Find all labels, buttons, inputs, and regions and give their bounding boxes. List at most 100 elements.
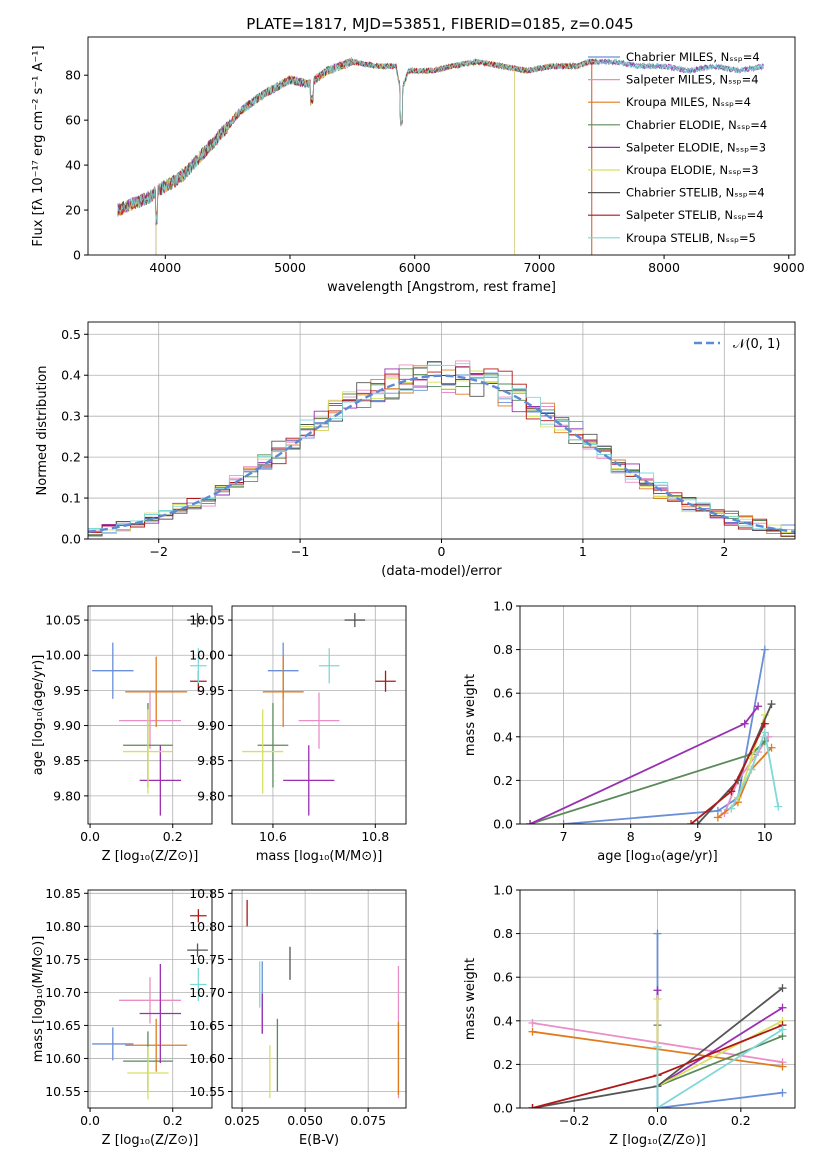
y-tick-label: 0.8 [493,642,513,657]
spectrum-line [117,57,765,255]
axes-frame [87,605,213,825]
legend-label: Salpeter MILES, Nₛₛₚ=4 [626,73,759,87]
y-tick-label: 10.75 [45,952,81,967]
x-tick-label: 0.025 [224,1113,260,1128]
y-tick-label: 10.85 [189,886,225,901]
legend-label: 𝒩(0, 1) [733,337,780,352]
x-tick-label: 4000 [149,260,181,275]
spectrum-line [117,58,596,255]
x-tick-label: 8 [627,829,635,844]
weight-line [730,728,780,810]
x-tick-label: 10 [757,829,773,844]
y-tick-label: 60 [65,113,81,128]
residuals-marks [88,360,795,538]
x-tick-label: −2 [149,544,167,559]
y-tick-label: 10.80 [45,919,81,934]
y-tick-label: 10.55 [45,1084,81,1099]
y-tick-label: 1.0 [493,883,513,898]
y-tick-label: 0.6 [493,686,513,701]
weight-line [656,1028,783,1108]
x-tick-label: 7000 [523,260,555,275]
mass_vs_ebv-marks [246,899,400,1099]
y-tick-label: 10.65 [189,1018,225,1033]
y-tick-label: 9.85 [53,753,81,768]
mass_vs_ebv-panel: 0.025 0.050 0.075 10.55 10.60 10.65 10.70 10.75… [189,886,407,1148]
x-tick-label: 5000 [274,260,306,275]
x-axis-label: (data-model)/error [381,564,502,579]
x-tick-label: 0.0 [648,1113,668,1128]
y-tick-label: 9.80 [197,788,225,803]
age_vs_Z-panel: 0.0 0.2 9.80 9.85 9.90 9.95 10.00 10.05 Z [log₁₀… [31,605,213,864]
age_vs_mass-marks [242,613,396,816]
mass_vs_Z-panel: 0.0 0.2 10.55 10.60 10.65 10.70 10.75 10.80 10.8… [31,886,213,1148]
y-tick-label: 0.4 [493,1013,513,1028]
spectrum-line [117,58,596,255]
y-tick-label: 10.00 [189,648,225,663]
weight_vs_age-marks [526,645,783,824]
weight-line [697,703,773,824]
axes-frame [87,36,796,256]
x-tick-label: 1 [579,544,587,559]
spectrum-marks [117,56,765,255]
residuals-panel: −2 −1 0 1 2 0.0 0.1 0.2 0.3 0.4 0.5 (data-model)/er… [35,321,796,579]
x-axis-label: mass [log₁₀(M/M⊙)] [256,849,383,864]
x-axis-label: Z [log₁₀(Z/Z⊙)] [609,1133,706,1148]
legend-label: Kroupa ELODIE, Nₛₛₚ=3 [626,163,759,177]
x-tick-label: 0.2 [163,1113,183,1128]
legend-label: Salpeter STELIB, Nₛₛₚ=4 [626,208,764,222]
y-tick-label: 0.3 [61,409,81,424]
legend-label: Chabrier MILES, Nₛₛₚ=4 [626,50,760,64]
figure-title: PLATE=1817, MJD=53851, FIBERID=0185, z=0… [246,15,633,33]
y-tick-label: 0.1 [61,491,81,506]
x-axis-label: Z [log₁₀(Z/Z⊙)] [102,1133,199,1148]
legend-label: Kroupa STELIB, Nₛₛₚ=5 [626,231,756,245]
weight_vs_Z-panel: −0.2 0.0 0.2 0.0 0.2 0.4 0.6 0.8 1.0 Z [log₁₀(Z/Z… [463,883,796,1148]
y-tick-label: 0.0 [493,817,513,832]
x-axis-label: age [log₁₀(age/yr)] [597,849,718,864]
y-tick-label: 0.4 [493,729,513,744]
y-tick-label: 0.0 [493,1101,513,1116]
x-tick-label: 0.2 [731,1113,751,1128]
age_vs_mass-panel: 10.6 10.8 9.80 9.85 9.90 9.95 10.00 10.05 mass [… [189,605,407,864]
y-tick-label: 10.70 [45,985,81,1000]
y-tick-label: 80 [65,68,81,83]
y-tick-label: 0.0 [61,532,81,547]
spectrum-legend: Chabrier MILES, Nₛₛₚ=4 Salpeter MILES, Nₛ… [588,50,767,245]
histogram-step [88,363,795,534]
y-tick-label: 9.95 [53,683,81,698]
y-axis-label: mass weight [463,674,478,756]
y-tick-label: 10.55 [189,1084,225,1099]
y-tick-label: 9.85 [197,753,225,768]
y-tick-label: 10.75 [189,952,225,967]
spectrum-line [117,58,765,223]
y-tick-label: 10.65 [45,1018,81,1033]
y-tick-label: 9.90 [53,718,81,733]
y-tick-label: 0.2 [493,1057,513,1072]
weight-line [656,999,783,1088]
x-tick-label: 8000 [648,260,680,275]
y-tick-label: 9.90 [197,718,225,733]
x-axis-label: Z [log₁₀(Z/Z⊙)] [102,849,199,864]
x-tick-label: 0 [438,544,446,559]
y-tick-label: 0.4 [61,368,81,383]
y-tick-label: 10.60 [45,1051,81,1066]
y-axis-label: Flux [fλ 10⁻¹⁷ erg cm⁻² s⁻¹ A⁻¹] [31,45,46,246]
axes-frame [519,605,796,825]
axes-frame [87,889,213,1109]
y-axis-label: mass weight [463,958,478,1040]
weight_vs_Z-marks [528,929,787,1108]
y-tick-label: 10.00 [45,648,81,663]
x-tick-label: −1 [291,544,309,559]
spectrum-panel: 4000 5000 6000 7000 8000 9000 0 20 40 60 80 wavelen… [31,36,805,295]
x-tick-label: 2 [720,544,728,559]
x-tick-label: 0.075 [350,1113,386,1128]
y-tick-label: 20 [65,203,81,218]
y-tick-label: 0.6 [493,970,513,985]
y-tick-label: 9.95 [197,683,225,698]
x-tick-label: 9 [694,829,702,844]
axes-frame [231,605,407,825]
y-tick-label: 10.60 [189,1051,225,1066]
x-axis-label: wavelength [Angstrom, rest frame] [327,280,556,295]
x-tick-label: −0.2 [559,1113,589,1128]
weight-line [529,740,766,824]
